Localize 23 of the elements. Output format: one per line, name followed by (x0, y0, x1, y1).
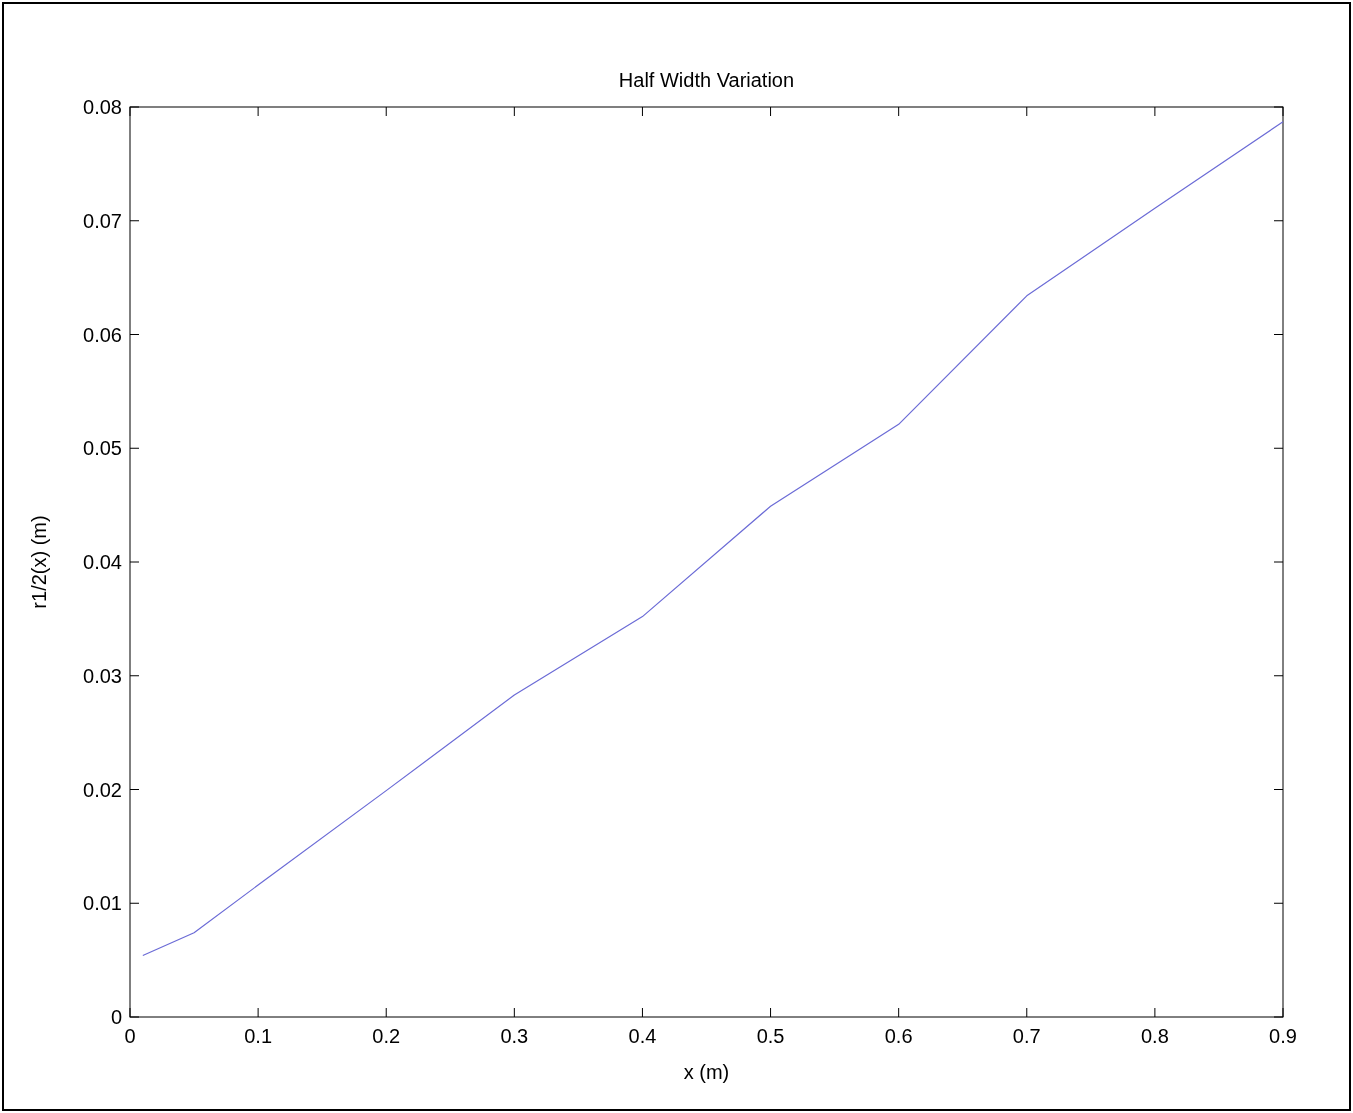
x-tick-label: 0.5 (756, 1025, 785, 1047)
y-tick-label: 0.08 (83, 96, 122, 118)
y-tick-label: 0.03 (83, 664, 122, 687)
y-tick-label: 0.06 (83, 323, 122, 346)
x-tick-label: 0.8 (1140, 1025, 1169, 1047)
y-tick-label: 0.02 (83, 778, 122, 801)
x-tick-label: 0.6 (884, 1025, 913, 1047)
x-tick-label: 0 (124, 1025, 136, 1047)
x-tick-label: 0.9 (1269, 1025, 1297, 1047)
y-tick-label: 0.01 (83, 892, 122, 915)
chart-title: Half Width Variation (618, 69, 795, 91)
y-tick-label: 0 (110, 1006, 122, 1028)
x-tick-label: 0.1 (244, 1025, 273, 1047)
x-tick-label: 0.3 (500, 1025, 529, 1047)
y-tick-label: 0.05 (83, 437, 122, 460)
x-tick-label: 0.2 (372, 1025, 401, 1047)
y-tick-label: 0.07 (83, 209, 122, 232)
y-tick-label: 0.04 (83, 551, 122, 573)
y-axis-title: r1/2(x) (m) (28, 515, 50, 609)
x-tick-label: 0.7 (1012, 1025, 1041, 1047)
line-series (142, 121, 1284, 957)
x-axis-title: x (m) (683, 1061, 730, 1083)
x-tick-label: 0.4 (628, 1025, 657, 1047)
